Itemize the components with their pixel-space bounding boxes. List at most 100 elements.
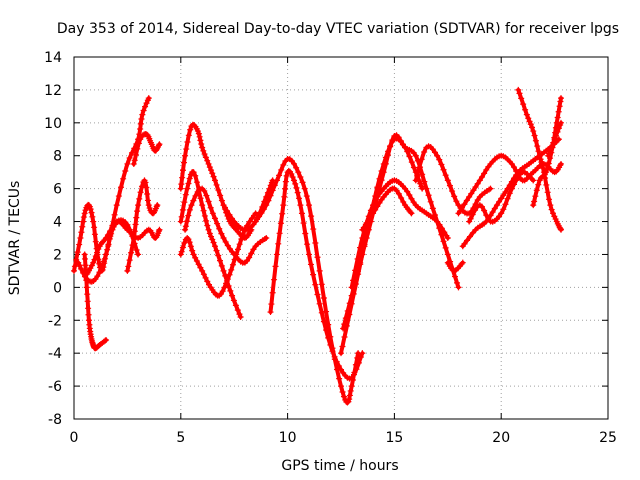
data-point <box>531 198 538 205</box>
data-point <box>273 251 280 258</box>
data-point <box>211 243 218 250</box>
data-point <box>531 132 538 139</box>
data-point <box>425 192 432 199</box>
data-point <box>113 202 120 209</box>
data-point <box>456 208 463 215</box>
data-point <box>232 302 239 309</box>
data-point <box>224 242 231 249</box>
data-point <box>427 198 434 205</box>
data-point <box>348 284 355 291</box>
series-arc-10 <box>182 185 270 266</box>
data-point <box>196 133 203 140</box>
data-point <box>552 132 559 139</box>
chart-title: Day 353 of 2014, Sidereal Day-to-day VTE… <box>57 21 619 37</box>
data-point <box>124 160 131 167</box>
data-point <box>554 114 561 121</box>
data-point <box>260 206 267 213</box>
data-point <box>190 251 197 258</box>
data-point <box>491 205 498 212</box>
data-point <box>357 244 364 251</box>
data-point <box>305 202 312 209</box>
data-point <box>550 139 557 146</box>
data-point <box>195 261 202 268</box>
data-point <box>182 152 189 159</box>
data-point <box>145 202 152 209</box>
data-point <box>412 152 419 159</box>
data-point <box>543 169 550 176</box>
data-point <box>136 195 143 202</box>
data-point <box>271 276 278 283</box>
data-point <box>95 246 102 253</box>
data-point <box>117 184 124 191</box>
data-point <box>489 209 496 216</box>
series-arc-25 <box>545 119 565 159</box>
data-point <box>429 205 436 212</box>
data-series <box>71 86 565 406</box>
data-point <box>410 149 417 156</box>
data-point <box>220 267 227 274</box>
y-tick-label: 8 <box>53 149 62 165</box>
data-point <box>378 177 385 184</box>
data-point <box>209 236 216 243</box>
data-point <box>525 115 532 122</box>
data-point <box>263 202 270 209</box>
data-point <box>535 181 542 188</box>
data-point <box>81 255 88 262</box>
data-point <box>449 188 456 195</box>
data-point <box>206 230 213 237</box>
data-point <box>178 248 185 255</box>
data-point <box>376 199 383 206</box>
data-point <box>291 177 298 184</box>
data-point <box>138 116 145 123</box>
data-point <box>508 160 515 167</box>
series-arc-6 <box>83 217 142 278</box>
data-point <box>134 208 141 215</box>
data-point <box>128 149 135 156</box>
data-point <box>338 383 344 390</box>
data-point <box>281 193 288 200</box>
data-point <box>126 154 133 161</box>
data-point <box>199 144 206 151</box>
data-point <box>511 181 518 188</box>
data-point <box>102 337 109 344</box>
data-point <box>263 235 270 241</box>
data-point <box>498 195 505 202</box>
data-point <box>268 301 275 308</box>
data-point <box>380 169 387 176</box>
data-point <box>188 202 195 209</box>
data-point <box>228 266 235 273</box>
y-tick-label: 4 <box>53 215 62 231</box>
data-point <box>178 181 185 188</box>
data-point <box>85 305 92 312</box>
data-point <box>269 289 276 296</box>
series-arc-8 <box>177 169 244 320</box>
data-point <box>205 226 212 233</box>
data-point <box>199 202 206 209</box>
data-point <box>179 206 186 213</box>
data-point <box>395 134 402 141</box>
data-point <box>88 262 95 269</box>
data-point <box>548 143 555 150</box>
data-point <box>135 140 142 147</box>
data-point <box>544 189 551 196</box>
data-point <box>197 137 204 144</box>
data-point <box>115 193 122 200</box>
data-point <box>185 236 192 243</box>
data-point <box>131 157 138 164</box>
data-point <box>535 148 542 155</box>
data-point <box>122 167 129 174</box>
data-point <box>496 198 503 205</box>
data-point <box>204 222 211 229</box>
data-point <box>387 143 394 150</box>
data-point <box>190 197 197 204</box>
data-point <box>98 264 105 271</box>
data-point <box>451 193 458 200</box>
data-point <box>143 184 150 191</box>
y-tick-label: 12 <box>44 83 62 99</box>
data-point <box>461 240 468 247</box>
data-point <box>229 292 236 299</box>
y-tick-label: 2 <box>53 247 62 263</box>
data-point <box>467 215 474 222</box>
data-point <box>291 160 298 167</box>
data-point <box>312 240 319 247</box>
